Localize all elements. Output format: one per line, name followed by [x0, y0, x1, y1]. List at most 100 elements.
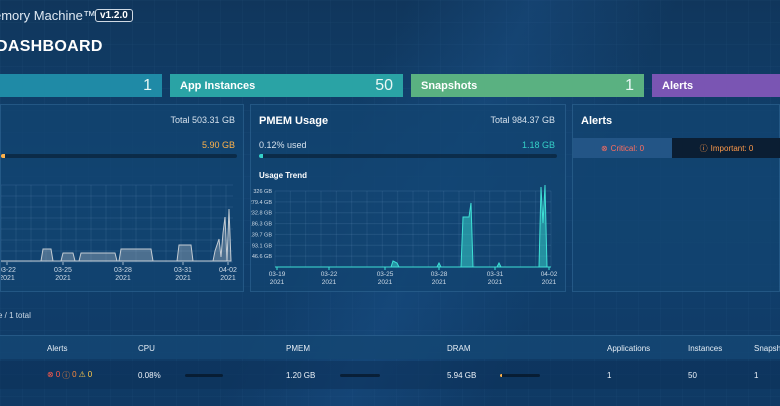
stat-card-app-instances[interactable]: App Instances 50: [170, 74, 403, 97]
x-tick-year: 2021: [432, 279, 447, 286]
row-pmem-bar: [340, 374, 380, 377]
column-header-instances[interactable]: Instances: [688, 344, 723, 353]
dram-trend-chart: 03-22202103-25202103-28202103-31202104-0…: [1, 184, 237, 282]
dram-chart-grid: [1, 184, 233, 263]
stat-value: 50: [375, 76, 393, 94]
row-dram: 5.94 GB: [447, 371, 477, 380]
page-title: DASHBOARD: [0, 38, 103, 55]
x-tick-year: 2021: [378, 279, 393, 286]
pmem-chart-grid: [274, 190, 552, 268]
circle-exclamation-icon: ⓘ: [699, 143, 708, 153]
row-applications: 1: [607, 371, 612, 380]
row-dram-bar: [500, 374, 540, 377]
app-title: emory Machine™: [0, 8, 96, 23]
pmem-total: Total 984.37 GB: [490, 115, 555, 125]
x-tick-year: 2021: [55, 275, 71, 282]
x-tick-label: 03-31: [174, 267, 192, 274]
alert-important-label: Important: 0: [710, 143, 754, 153]
stat-label: App Instances: [180, 79, 256, 92]
pmem-used-value: 1.18 GB: [521, 140, 555, 150]
alerts-panel-title: Alerts: [581, 115, 613, 127]
alert-important-count: 0: [72, 370, 77, 379]
pmem-series-line: [275, 184, 548, 268]
dram-x-axis: 03-22202103-25202103-28202103-31202104-0…: [1, 262, 237, 282]
alert-warning-count: 0: [87, 370, 93, 379]
y-tick-label: 46.6 GB: [252, 254, 273, 260]
circle-exclamation-icon: ⓘ: [62, 371, 71, 380]
x-tick-label: 03-19: [269, 271, 286, 278]
stat-label: Snapshots: [421, 79, 478, 92]
x-tick-year: 2021: [270, 279, 285, 286]
row-instances: 50: [688, 371, 697, 380]
column-header-dram[interactable]: DRAM: [447, 344, 471, 353]
x-tick-year: 2021: [1, 275, 15, 282]
alerts-panel: Alerts ⊗ Critical: 0 ⓘ Important: 0: [572, 104, 780, 292]
table-header: Alerts CPU PMEM DRAM Applications Instan…: [0, 335, 780, 359]
x-tick-label: 03-28: [114, 267, 132, 274]
dram-used-value: 5.90 GB: [201, 140, 235, 150]
x-tick-label: 03-31: [487, 271, 504, 278]
column-header-cpu[interactable]: CPU: [138, 344, 155, 353]
pmem-usage-bar: [259, 154, 557, 158]
alert-critical-tab[interactable]: ⊗ Critical: 0: [573, 138, 672, 158]
circle-x-icon: ⊗: [47, 370, 54, 379]
dram-series-line: [1, 208, 232, 262]
version-badge: v1.2.0: [95, 9, 133, 22]
x-tick-label: 03-22: [1, 267, 16, 274]
pmem-used-percent: 0.12% used: [259, 140, 307, 150]
column-header-applications[interactable]: Applications: [607, 344, 651, 353]
column-header-alerts[interactable]: Alerts: [47, 344, 68, 353]
pmem-trend-label: Usage Trend: [259, 171, 308, 180]
y-tick-label: 139.7 GB: [251, 232, 272, 238]
row-cpu: 0.08%: [138, 371, 161, 380]
circle-x-icon: ⊗: [600, 143, 608, 153]
stat-card-alerts[interactable]: Alerts: [652, 74, 780, 97]
pmem-x-axis: 03-19202103-22202103-25202103-28202103-3…: [269, 267, 558, 286]
dram-total: Total 503.31 GB: [170, 115, 235, 125]
dram-usage-bar: [1, 154, 237, 158]
x-tick-label: 03-22: [321, 271, 338, 278]
row-cpu-bar: [185, 374, 223, 377]
y-tick-label: 279.4 GB: [251, 200, 272, 206]
triangle-warning-icon: ⚠: [78, 370, 86, 379]
x-tick-label: 03-25: [377, 271, 394, 278]
pmem-trend-chart: 326 GB 279.4 GB 232.8 GB 186.3 GB 139.7 GB 93…: [251, 184, 558, 286]
column-header-snapshots[interactable]: Snapshot: [754, 344, 780, 353]
dram-usage-fill: [1, 154, 5, 158]
row-pmem: 1.20 GB: [286, 371, 316, 380]
x-tick-year: 2021: [175, 275, 191, 282]
y-tick-label: 93.1 GB: [252, 243, 273, 249]
stat-value: 1: [143, 76, 152, 94]
stat-value: 1: [625, 76, 634, 94]
alert-critical-label: Critical: 0: [610, 143, 645, 153]
x-tick-label: 04-02: [219, 267, 237, 274]
pmem-y-axis: 326 GB 279.4 GB 232.8 GB 186.3 GB 139.7 GB 93…: [251, 189, 272, 260]
x-tick-year: 2021: [542, 279, 557, 286]
column-header-pmem[interactable]: PMEM: [286, 344, 310, 353]
x-tick-year: 2021: [220, 275, 236, 282]
pmem-usage-panel: PMEM Usage Total 984.37 GB 0.12% used 1.…: [250, 104, 566, 292]
table-row[interactable]: ⊗ 0 ⓘ 0 ⚠ 0 0.08% 1.20 GB 5.94 GB 1 50 1: [0, 361, 780, 389]
stat-card-snapshots[interactable]: Snapshots 1: [411, 74, 644, 97]
stat-card-servers[interactable]: 1: [0, 74, 162, 97]
pagination-info: e / 1 total: [0, 311, 31, 320]
alert-important-tab[interactable]: ⓘ Important: 0: [672, 138, 780, 158]
row-dram-fill: [500, 374, 502, 377]
y-tick-label: 232.8 GB: [251, 211, 272, 217]
alert-critical-count: 0: [55, 370, 61, 379]
x-tick-year: 2021: [488, 279, 503, 286]
row-alert-badges: ⊗ 0 ⓘ 0 ⚠ 0: [47, 370, 92, 381]
x-tick-year: 2021: [322, 279, 337, 286]
pmem-usage-fill: [259, 154, 263, 158]
alerts-summary: ⊗ Critical: 0 ⓘ Important: 0: [573, 138, 780, 158]
dram-usage-panel: Total 503.31 GB 5.90 GB 03-22202103-2520…: [0, 104, 244, 292]
y-tick-label: 186.3 GB: [251, 222, 272, 228]
x-tick-label: 03-25: [54, 267, 72, 274]
x-tick-label: 03-28: [431, 271, 448, 278]
x-tick-label: 04-02: [541, 271, 558, 278]
x-tick-year: 2021: [115, 275, 131, 282]
row-snapshots: 1: [754, 371, 759, 380]
pmem-title: PMEM Usage: [259, 115, 329, 127]
y-tick-label: 326 GB: [253, 189, 272, 195]
stat-label: Alerts: [662, 79, 694, 92]
